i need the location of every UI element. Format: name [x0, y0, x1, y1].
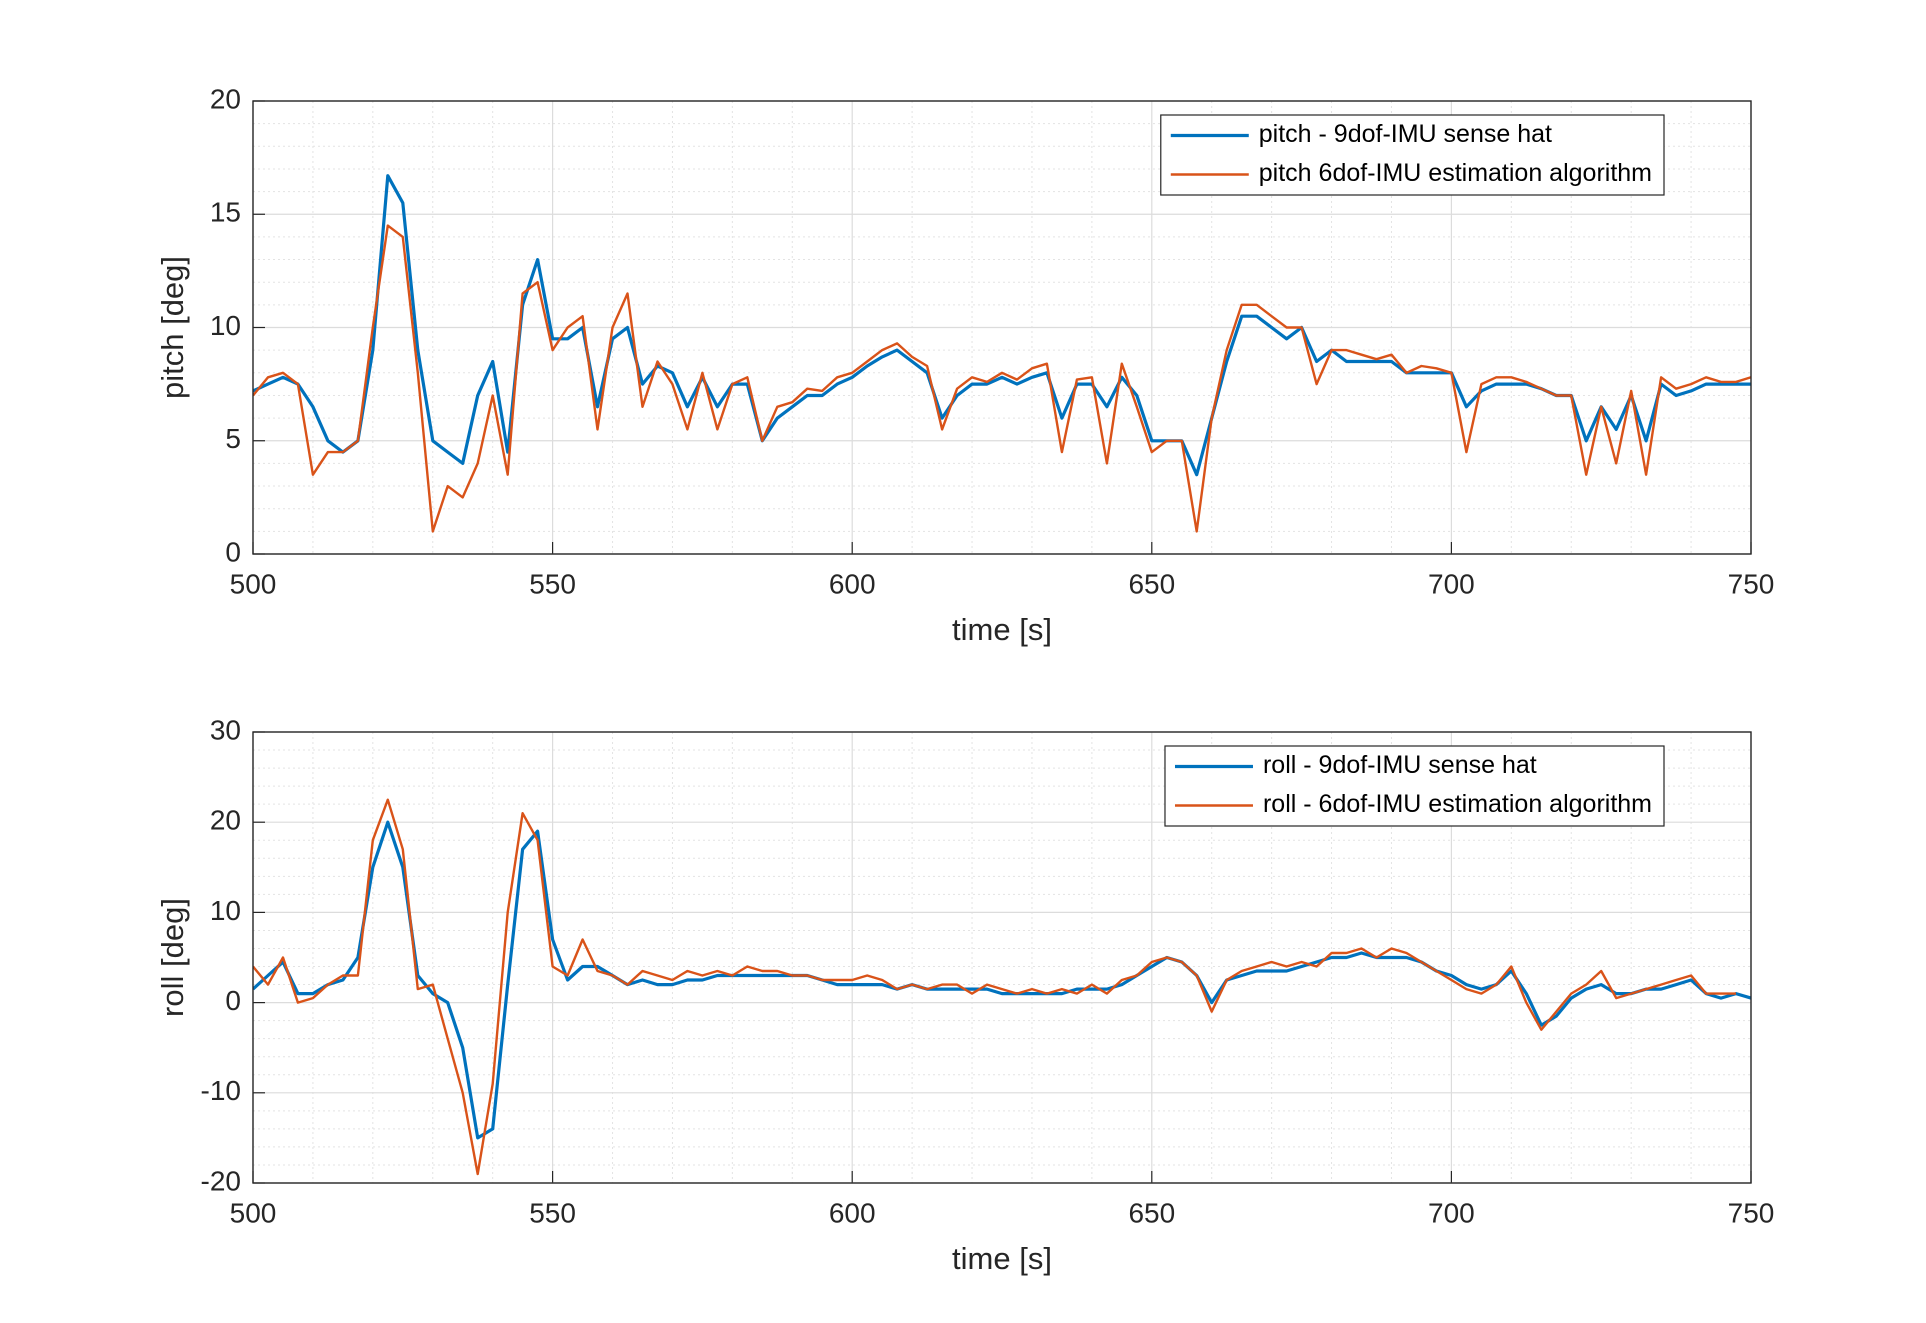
y-tick-label: 20 — [210, 805, 241, 836]
y-axis-label: pitch [deg] — [155, 256, 190, 399]
x-tick-label: 700 — [1428, 1197, 1475, 1228]
y-tick-label: 5 — [225, 423, 241, 454]
x-axis-label: time [s] — [952, 1241, 1052, 1276]
y-tick-label: 0 — [225, 536, 241, 567]
axes-box — [252, 100, 1752, 555]
axes: 500 550 600 650 700 750 -20 -10 0 10 20 30 time [s] r… — [155, 714, 1774, 1276]
x-tick-label: 500 — [230, 1197, 277, 1228]
y-tick-label: -20 — [201, 1165, 241, 1196]
data-line — [253, 174, 1751, 477]
data-line — [253, 798, 1736, 1176]
x-tick-label: 750 — [1728, 568, 1775, 599]
x-tick-label: 650 — [1128, 1197, 1175, 1228]
x-tick-label: 600 — [829, 1197, 876, 1228]
legend-box — [1160, 114, 1665, 196]
y-tick-label: 20 — [210, 83, 241, 114]
x-tick-label: 550 — [529, 568, 576, 599]
legend-label: roll - 6dof-IMU estimation algorithm — [1263, 790, 1652, 818]
y-tick-label: 10 — [210, 895, 241, 926]
axes-box — [252, 731, 1752, 1184]
y-tick-label: 15 — [210, 197, 241, 228]
x-tick-label: 500 — [230, 568, 277, 599]
x-tick-label: 550 — [529, 1197, 576, 1228]
x-tick-label: 650 — [1128, 568, 1175, 599]
legend: roll - 9dof-IMU sense hat roll - 6dof-IMU… — [1164, 745, 1665, 827]
y-tick-label: 0 — [225, 985, 241, 1016]
y-tick-label: -10 — [201, 1075, 241, 1106]
legend-label: pitch 6dof-IMU estimation algorithm — [1259, 159, 1652, 187]
legend-label: pitch - 9dof-IMU sense hat — [1259, 120, 1552, 148]
data-line — [253, 224, 1751, 533]
y-tick-label: 30 — [210, 714, 241, 745]
legend-box — [1164, 745, 1665, 827]
y-tick-label: 10 — [210, 310, 241, 341]
legend: pitch - 9dof-IMU sense hat pitch 6dof-IMU… — [1160, 114, 1665, 196]
axes: 500 550 600 650 700 750 0 5 10 15 20 time [s] pitch … — [155, 83, 1774, 647]
legend-label: roll - 9dof-IMU sense hat — [1263, 751, 1537, 779]
x-tick-label: 700 — [1428, 568, 1475, 599]
x-axis-label: time [s] — [952, 612, 1052, 647]
x-tick-label: 600 — [829, 568, 876, 599]
x-tick-label: 750 — [1728, 1197, 1775, 1228]
y-axis-label: roll [deg] — [155, 898, 190, 1017]
